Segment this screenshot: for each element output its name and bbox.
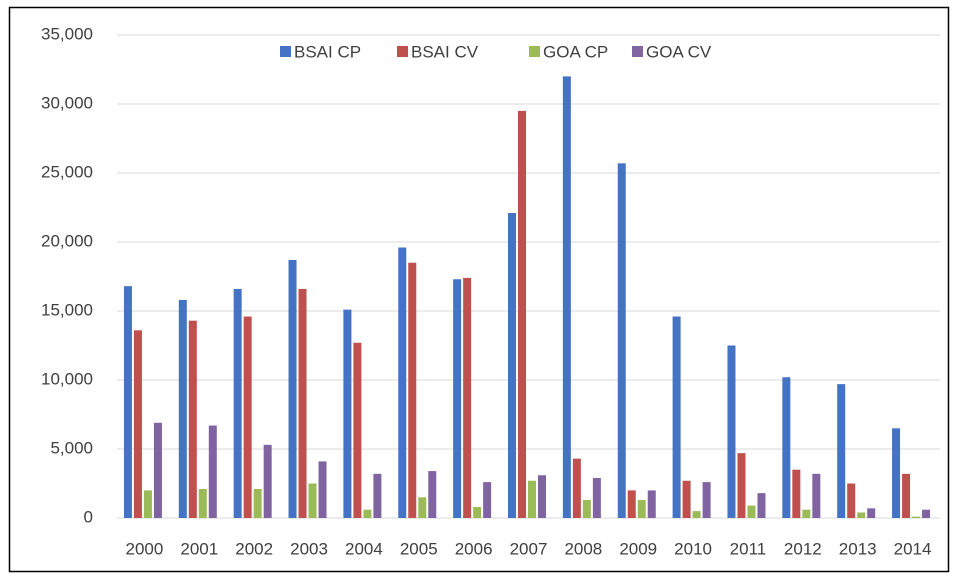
bar	[867, 508, 876, 518]
bar	[398, 247, 407, 518]
bar	[582, 500, 591, 518]
bar	[188, 320, 197, 518]
x-tick-label: 2002	[235, 539, 273, 558]
bar	[143, 490, 152, 518]
bar	[428, 471, 437, 518]
bar	[538, 475, 546, 518]
x-tick-label: 2007	[510, 539, 548, 558]
legend-swatch	[632, 46, 643, 57]
x-tick-label: 2005	[400, 539, 438, 558]
legend-swatch	[529, 46, 540, 57]
bar	[702, 482, 711, 518]
bar	[647, 490, 656, 518]
y-tick-label: 35,000	[41, 24, 93, 43]
bar	[463, 277, 472, 518]
bar	[453, 279, 462, 518]
bar	[627, 490, 636, 518]
bar	[308, 483, 317, 518]
bar	[922, 509, 931, 518]
bar	[208, 425, 217, 518]
y-tick-label: 5,000	[50, 438, 93, 457]
bar	[737, 453, 746, 518]
legend-label: GOA CV	[646, 42, 712, 61]
bar	[263, 444, 272, 518]
y-tick-label: 25,000	[41, 162, 93, 181]
legend-swatch	[397, 46, 408, 57]
bar	[373, 473, 382, 518]
bar	[902, 473, 911, 518]
bar	[133, 330, 142, 518]
bar	[508, 213, 516, 518]
bar	[727, 345, 736, 518]
bar	[692, 511, 701, 518]
bar	[418, 497, 427, 518]
bar	[802, 509, 811, 518]
bar	[572, 458, 581, 518]
bar	[792, 469, 801, 518]
legend-label: BSAI CV	[411, 42, 479, 61]
bar	[123, 286, 132, 518]
bar	[812, 473, 821, 518]
chart-border	[8, 6, 950, 573]
bar	[747, 505, 756, 518]
legend-swatch	[280, 46, 291, 57]
x-tick-label: 2012	[784, 539, 822, 558]
bar	[912, 516, 921, 518]
x-tick-label: 2001	[180, 539, 218, 558]
bar	[473, 506, 482, 518]
bar	[483, 482, 492, 518]
y-tick-label: 20,000	[41, 231, 93, 250]
bar	[153, 422, 162, 518]
bar	[562, 76, 571, 519]
y-tick-label: 0	[84, 507, 93, 526]
bar	[178, 299, 187, 518]
y-tick-label: 10,000	[41, 369, 93, 388]
x-tick-label: 2013	[839, 539, 877, 558]
bar	[847, 483, 856, 518]
bar	[408, 262, 417, 518]
x-tick-label: 2004	[345, 539, 383, 558]
x-tick-label: 2003	[290, 539, 328, 558]
bar	[363, 509, 372, 518]
x-tick-label: 2000	[126, 539, 164, 558]
bar	[672, 316, 681, 518]
x-tick-label: 2014	[894, 539, 932, 558]
bar	[637, 500, 646, 518]
y-tick-label: 15,000	[41, 300, 93, 319]
bar	[343, 309, 352, 518]
bar	[243, 316, 252, 518]
bar	[857, 512, 866, 518]
bar	[837, 384, 846, 518]
x-tick-label: 2006	[455, 539, 493, 558]
bar	[682, 480, 691, 518]
x-tick-label: 2009	[619, 539, 657, 558]
bar	[757, 493, 766, 518]
bar	[233, 288, 242, 518]
bar	[528, 480, 536, 518]
bar	[892, 428, 901, 518]
bar	[782, 377, 791, 518]
x-tick-label: 2008	[564, 539, 602, 558]
bar	[288, 259, 297, 518]
legend-label: BSAI CP	[294, 42, 361, 61]
bar	[298, 288, 307, 518]
bar	[617, 163, 626, 518]
x-tick-label: 2011	[730, 539, 767, 558]
legend-label: GOA CP	[543, 42, 608, 61]
x-tick-label: 2010	[674, 539, 712, 558]
bar	[253, 489, 262, 518]
bar	[518, 110, 526, 519]
bar	[592, 477, 601, 518]
bar	[198, 489, 207, 518]
y-tick-label: 30,000	[41, 93, 93, 112]
bar	[318, 461, 327, 518]
bar	[353, 342, 362, 518]
